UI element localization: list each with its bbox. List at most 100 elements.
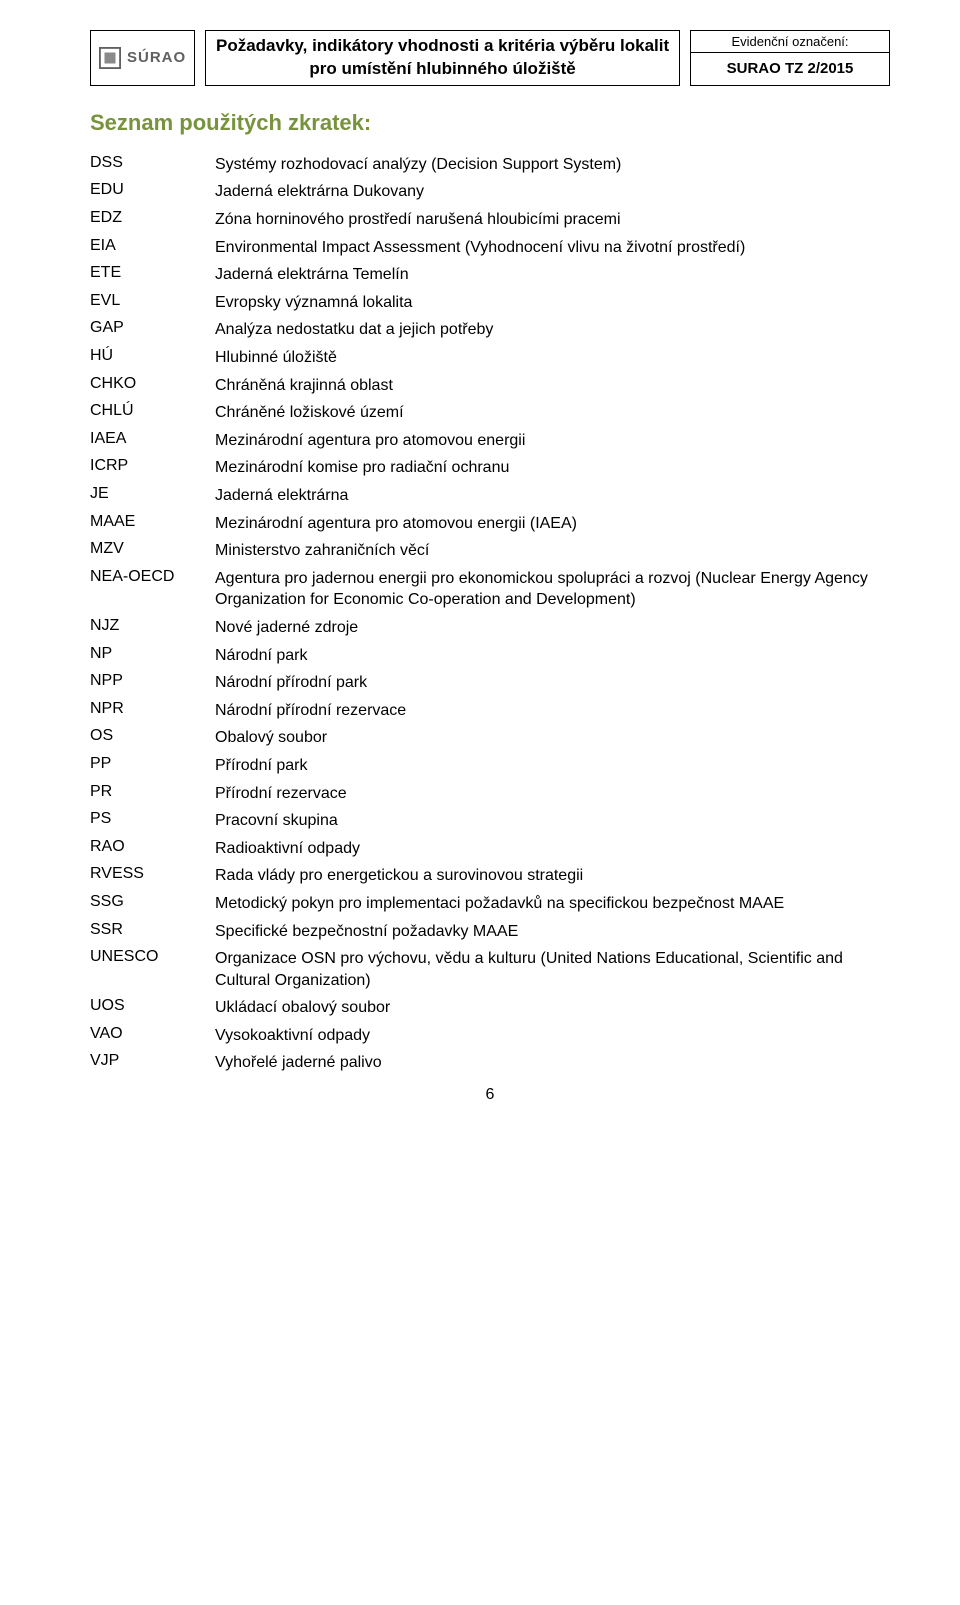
abbrev-row: RAORadioaktivní odpady (90, 838, 890, 860)
abbrev-row: VAOVysokoaktivní odpady (90, 1025, 890, 1047)
page-number: 6 (90, 1086, 890, 1104)
abbrev-row: NPRNárodní přírodní rezervace (90, 700, 890, 722)
abbrev-key: UOS (90, 997, 215, 1015)
abbrev-key: MZV (90, 540, 215, 558)
abbrev-value: Chráněné ložiskové území (215, 402, 890, 424)
abbrev-row: EVLEvropsky významná lokalita (90, 292, 890, 314)
abbrev-row: CHKOChráněná krajinná oblast (90, 375, 890, 397)
abbrev-row: MAAEMezinárodní agentura pro atomovou en… (90, 513, 890, 535)
abbrev-value: Environmental Impact Assessment (Vyhodno… (215, 237, 890, 259)
abbrev-value: Jaderná elektrárna Temelín (215, 264, 890, 286)
logo-cell: SÚRAO (90, 30, 195, 86)
abbrev-key: NPP (90, 672, 215, 690)
abbreviation-list: DSSSystémy rozhodovací analýzy (Decision… (90, 154, 890, 1074)
abbrev-key: OS (90, 727, 215, 745)
abbrev-key: RVESS (90, 865, 215, 883)
abbrev-key: GAP (90, 319, 215, 337)
abbrev-value: Agentura pro jadernou energii pro ekonom… (215, 568, 890, 611)
abbrev-key: DSS (90, 154, 215, 172)
abbrev-key: NPR (90, 700, 215, 718)
abbrev-row: VJPVyhořelé jaderné palivo (90, 1052, 890, 1074)
abbrev-key: SSR (90, 921, 215, 939)
abbrev-row: UNESCOOrganizace OSN pro výchovu, vědu a… (90, 948, 890, 991)
abbrev-value: Hlubinné úložiště (215, 347, 890, 369)
abbrev-value: Obalový soubor (215, 727, 890, 749)
abbrev-value: Chráněná krajinná oblast (215, 375, 890, 397)
abbrev-row: SSGMetodický pokyn pro implementaci poža… (90, 893, 890, 915)
abbrev-row: GAPAnalýza nedostatku dat a jejich potře… (90, 319, 890, 341)
abbrev-value: Mezinárodní komise pro radiační ochranu (215, 457, 890, 479)
abbrev-value: Radioaktivní odpady (215, 838, 890, 860)
abbrev-row: PSPracovní skupina (90, 810, 890, 832)
logo-text: SÚRAO (127, 49, 186, 66)
abbrev-value: Národní přírodní rezervace (215, 700, 890, 722)
abbrev-key: JE (90, 485, 215, 503)
abbrev-row: EDUJaderná elektrárna Dukovany (90, 181, 890, 203)
header-row: SÚRAO Požadavky, indikátory vhodnosti a … (90, 30, 890, 86)
abbrev-key: PR (90, 783, 215, 801)
abbrev-value: Mezinárodní agentura pro atomovou energi… (215, 430, 890, 452)
abbrev-key: ICRP (90, 457, 215, 475)
abbrev-row: CHLÚChráněné ložiskové území (90, 402, 890, 424)
abbrev-row: SSRSpecifické bezpečnostní požadavky MAA… (90, 921, 890, 943)
abbrev-value: Ukládací obalový soubor (215, 997, 890, 1019)
abbrev-row: EIAEnvironmental Impact Assessment (Vyho… (90, 237, 890, 259)
abbrev-value: Národní park (215, 645, 890, 667)
surao-logo-icon (99, 47, 121, 69)
abbrev-row: MZVMinisterstvo zahraničních věcí (90, 540, 890, 562)
abbrev-value: Zóna horninového prostředí narušená hlou… (215, 209, 890, 231)
header-right-label: Evidenční označení: (691, 31, 889, 53)
abbrev-value: Pracovní skupina (215, 810, 890, 832)
abbrev-key: NP (90, 645, 215, 663)
abbrev-key: EDZ (90, 209, 215, 227)
abbrev-row: NJZNové jaderné zdroje (90, 617, 890, 639)
abbrev-key: UNESCO (90, 948, 215, 966)
abbrev-row: IAEAMezinárodní agentura pro atomovou en… (90, 430, 890, 452)
abbrev-row: ETEJaderná elektrárna Temelín (90, 264, 890, 286)
abbrev-key: RAO (90, 838, 215, 856)
abbrev-value: Organizace OSN pro výchovu, vědu a kultu… (215, 948, 890, 991)
abbrev-value: Vyhořelé jaderné palivo (215, 1052, 890, 1074)
abbrev-row: PRPřírodní rezervace (90, 783, 890, 805)
abbrev-row: ICRPMezinárodní komise pro radiační ochr… (90, 457, 890, 479)
abbrev-value: Analýza nedostatku dat a jejich potřeby (215, 319, 890, 341)
abbrev-key: HÚ (90, 347, 215, 365)
abbrev-row: HÚHlubinné úložiště (90, 347, 890, 369)
abbrev-row: NPNárodní park (90, 645, 890, 667)
abbrev-value: Systémy rozhodovací analýzy (Decision Su… (215, 154, 890, 176)
abbrev-value: Ministerstvo zahraničních věcí (215, 540, 890, 562)
abbrev-key: VAO (90, 1025, 215, 1043)
abbrev-key: SSG (90, 893, 215, 911)
abbrev-value: Metodický pokyn pro implementaci požadav… (215, 893, 890, 915)
abbrev-value: Národní přírodní park (215, 672, 890, 694)
section-title: Seznam použitých zkratek: (90, 110, 890, 136)
abbrev-key: EVL (90, 292, 215, 310)
document-page: SÚRAO Požadavky, indikátory vhodnosti a … (0, 0, 960, 1124)
abbrev-value: Specifické bezpečnostní požadavky MAAE (215, 921, 890, 943)
abbrev-key: VJP (90, 1052, 215, 1070)
header-right: Evidenční označení: SURAO TZ 2/2015 (690, 30, 890, 86)
abbrev-value: Nové jaderné zdroje (215, 617, 890, 639)
abbrev-key: PP (90, 755, 215, 773)
abbrev-value: Vysokoaktivní odpady (215, 1025, 890, 1047)
abbrev-row: DSSSystémy rozhodovací analýzy (Decision… (90, 154, 890, 176)
abbrev-value: Jaderná elektrárna (215, 485, 890, 507)
abbrev-row: UOSUkládací obalový soubor (90, 997, 890, 1019)
header-title: Požadavky, indikátory vhodnosti a kritér… (205, 30, 680, 86)
abbrev-key: EIA (90, 237, 215, 255)
abbrev-value: Mezinárodní agentura pro atomovou energi… (215, 513, 890, 535)
abbrev-key: PS (90, 810, 215, 828)
abbrev-value: Přírodní park (215, 755, 890, 777)
abbrev-value: Rada vlády pro energetickou a surovinovo… (215, 865, 890, 887)
abbrev-value: Evropsky významná lokalita (215, 292, 890, 314)
abbrev-value: Jaderná elektrárna Dukovany (215, 181, 890, 203)
abbrev-row: EDZZóna horninového prostředí narušená h… (90, 209, 890, 231)
abbrev-row: RVESSRada vlády pro energetickou a surov… (90, 865, 890, 887)
abbrev-key: MAAE (90, 513, 215, 531)
abbrev-row: OSObalový soubor (90, 727, 890, 749)
abbrev-key: CHKO (90, 375, 215, 393)
abbrev-value: Přírodní rezervace (215, 783, 890, 805)
abbrev-row: PPPřírodní park (90, 755, 890, 777)
abbrev-row: JEJaderná elektrárna (90, 485, 890, 507)
abbrev-key: CHLÚ (90, 402, 215, 420)
